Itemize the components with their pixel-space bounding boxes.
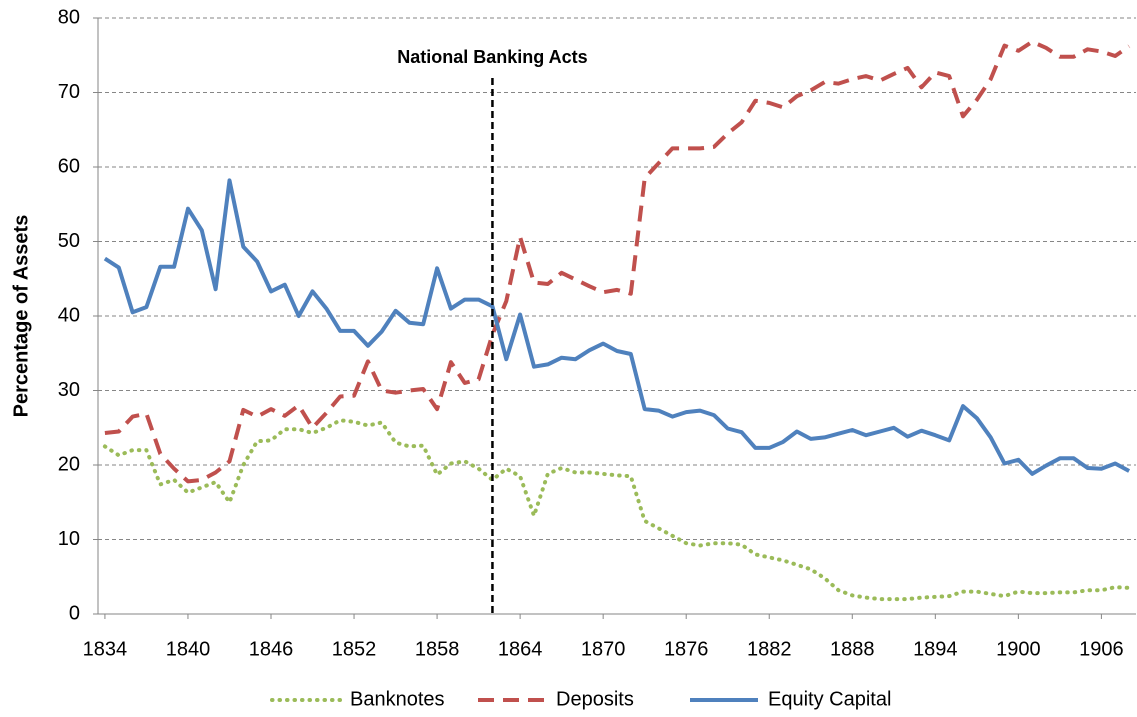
- y-tick-label: 50: [58, 230, 80, 252]
- annotation-label: National Banking Acts: [397, 47, 587, 67]
- y-tick-label: 40: [58, 304, 80, 326]
- x-tick-label: 1846: [249, 638, 294, 660]
- y-tick-label: 80: [58, 6, 80, 28]
- y-tick-label: 20: [58, 453, 80, 475]
- y-tick-label: 0: [69, 602, 80, 624]
- series-line: [104, 39, 1131, 484]
- series-line: [102, 418, 1132, 602]
- x-tick-label: 1906: [1079, 638, 1124, 660]
- y-tick-label: 10: [58, 528, 80, 550]
- x-tick-label: 1852: [332, 638, 377, 660]
- y-tick-label: 70: [58, 81, 80, 103]
- x-tick-label: 1858: [415, 638, 460, 660]
- series-line: [103, 178, 1131, 476]
- legend-label: Equity Capital: [768, 688, 891, 710]
- x-tick-label: 1840: [166, 638, 211, 660]
- y-tick-label: 30: [58, 379, 80, 401]
- y-axis-title: Percentage of Assets: [10, 215, 32, 418]
- x-tick-label: 1834: [83, 638, 128, 660]
- x-tick-label: 1882: [747, 638, 792, 660]
- x-tick-label: 1876: [664, 638, 709, 660]
- x-tick-label: 1888: [830, 638, 875, 660]
- legend-label: Deposits: [556, 688, 634, 710]
- y-tick-label: 60: [58, 155, 80, 177]
- x-tick-label: 1900: [996, 638, 1041, 660]
- x-tick-label: 1864: [498, 638, 543, 660]
- x-tick-label: 1870: [581, 638, 626, 660]
- legend-label: Banknotes: [350, 688, 445, 710]
- x-tick-label: 1894: [913, 638, 958, 660]
